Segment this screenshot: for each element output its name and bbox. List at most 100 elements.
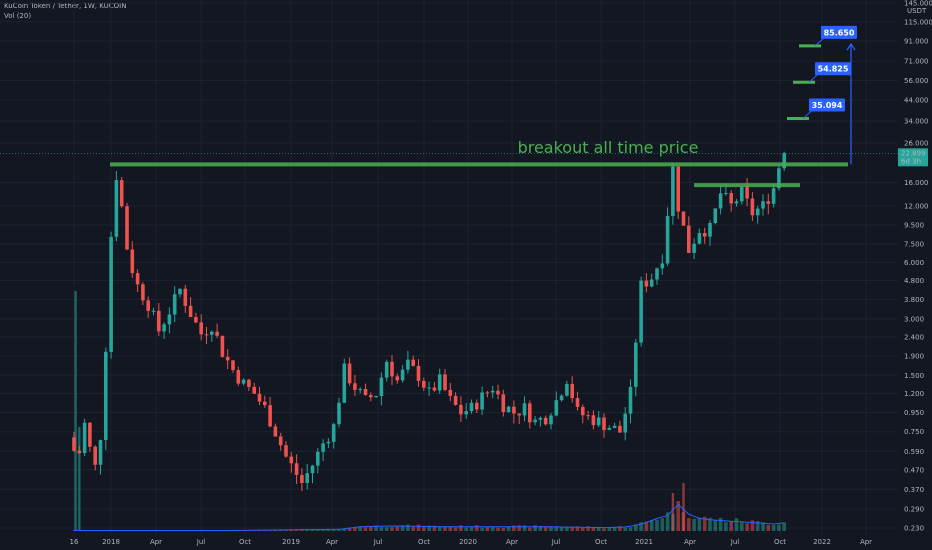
candle-body (501, 394, 506, 413)
volume-spike (682, 483, 685, 531)
volume-bar (342, 528, 347, 531)
time-tick-label: 16 (70, 538, 79, 546)
volume-bar (432, 525, 437, 531)
candle-body (512, 406, 516, 414)
candle-body (459, 404, 463, 415)
time-tick-label: Apr (684, 538, 696, 546)
candle-body (612, 425, 617, 428)
candle-body (750, 198, 755, 216)
price-tick-label: 0.230 (904, 525, 924, 533)
volume-bar (528, 527, 532, 531)
candle-body (77, 450, 82, 454)
price-tick-label: 0.950 (904, 409, 924, 417)
volume-bar (565, 526, 569, 531)
price-tick-label: 7.500 (904, 241, 924, 249)
candle-body (485, 392, 490, 394)
volume-bar (437, 526, 442, 531)
candle-body (151, 310, 156, 312)
volume-bar (771, 525, 776, 531)
target-callout-pointer (808, 73, 819, 83)
volume-bar (708, 517, 712, 531)
candle-body (559, 395, 564, 401)
time-tick-label: 2021 (635, 538, 653, 546)
volume-bar (697, 517, 702, 531)
candle-body (649, 279, 654, 287)
candle-body (729, 193, 733, 204)
volume-bar (538, 525, 543, 531)
candle-body (183, 288, 188, 306)
volume-bar (506, 527, 511, 531)
volume-bar (416, 524, 421, 531)
candle-body (300, 474, 304, 483)
candle-body (427, 387, 431, 389)
projection-arrow-head (846, 42, 856, 51)
price-tick-label: 3.800 (904, 296, 924, 304)
volume-bar (496, 527, 500, 531)
candle-body (687, 225, 691, 253)
candle-body (247, 379, 251, 387)
price-tick-label: 0.470 (904, 466, 924, 474)
candle-body (294, 463, 299, 475)
candle-body (210, 331, 214, 335)
target-value-label: 35.094 (812, 101, 843, 110)
time-axis[interactable]: 16 2018 Apr Jul Oct 2019 Apr Jul Oct 2020 Apr Jul Oc… (70, 538, 873, 546)
volume-bar (543, 526, 548, 531)
volume-bar (623, 527, 627, 531)
last-price-box (898, 148, 928, 167)
volume-bar (724, 522, 728, 531)
price-tick-label: 12.000 (904, 202, 929, 210)
volume-bar (718, 517, 723, 531)
volume-bar (628, 527, 633, 531)
candle-body (437, 374, 442, 391)
time-tick-label: Oct (239, 538, 251, 546)
candle-body (257, 393, 262, 402)
candle-body (724, 193, 728, 195)
volume-spike (74, 291, 77, 531)
candle-body (734, 201, 739, 204)
candle-body (766, 201, 771, 204)
candle-body (575, 398, 580, 407)
volume-bar (692, 518, 696, 531)
candle-body (655, 268, 659, 280)
candle-body (353, 383, 357, 390)
volume-bar (649, 520, 654, 531)
candle-body (506, 406, 511, 413)
volume-bar (485, 527, 490, 531)
volume-bar (369, 526, 373, 531)
volume-bar (427, 525, 431, 531)
candle-body (761, 201, 765, 209)
target-callout-pointer (802, 110, 813, 119)
volume-bar (406, 524, 410, 531)
chart-grid (0, 0, 898, 536)
candle-body (241, 379, 246, 384)
candle-body (549, 415, 553, 425)
price-tick-label: 6.000 (904, 259, 924, 267)
candle-body (231, 360, 235, 371)
price-tick-label: 26.000 (904, 139, 929, 147)
candle-body (771, 188, 776, 204)
volume-bar (618, 526, 622, 531)
volume-bar (581, 527, 585, 531)
candle-body (109, 236, 113, 352)
volume-bar (517, 525, 521, 531)
volume-bar (740, 522, 744, 531)
last-price-label: 22.899 (901, 149, 926, 157)
volume-bar (490, 527, 495, 531)
candle-body (135, 273, 140, 285)
candle-body (395, 376, 400, 381)
candle-body (692, 243, 696, 253)
candle-body (215, 331, 219, 336)
price-axis[interactable]: 145.000 115.000 91.000 71.000 56.000 44.000 34… (898, 0, 932, 533)
candle-body (347, 363, 352, 384)
candle-body (384, 361, 389, 378)
volume-bar (750, 520, 755, 531)
volume-bar (591, 527, 596, 531)
volume-bar (353, 527, 357, 531)
volume-bar (411, 526, 415, 531)
candle-body (130, 249, 135, 274)
volume-bar (734, 518, 739, 531)
volume-ma-line (74, 503, 785, 531)
candle-body (708, 223, 712, 237)
candle-body (528, 403, 532, 423)
